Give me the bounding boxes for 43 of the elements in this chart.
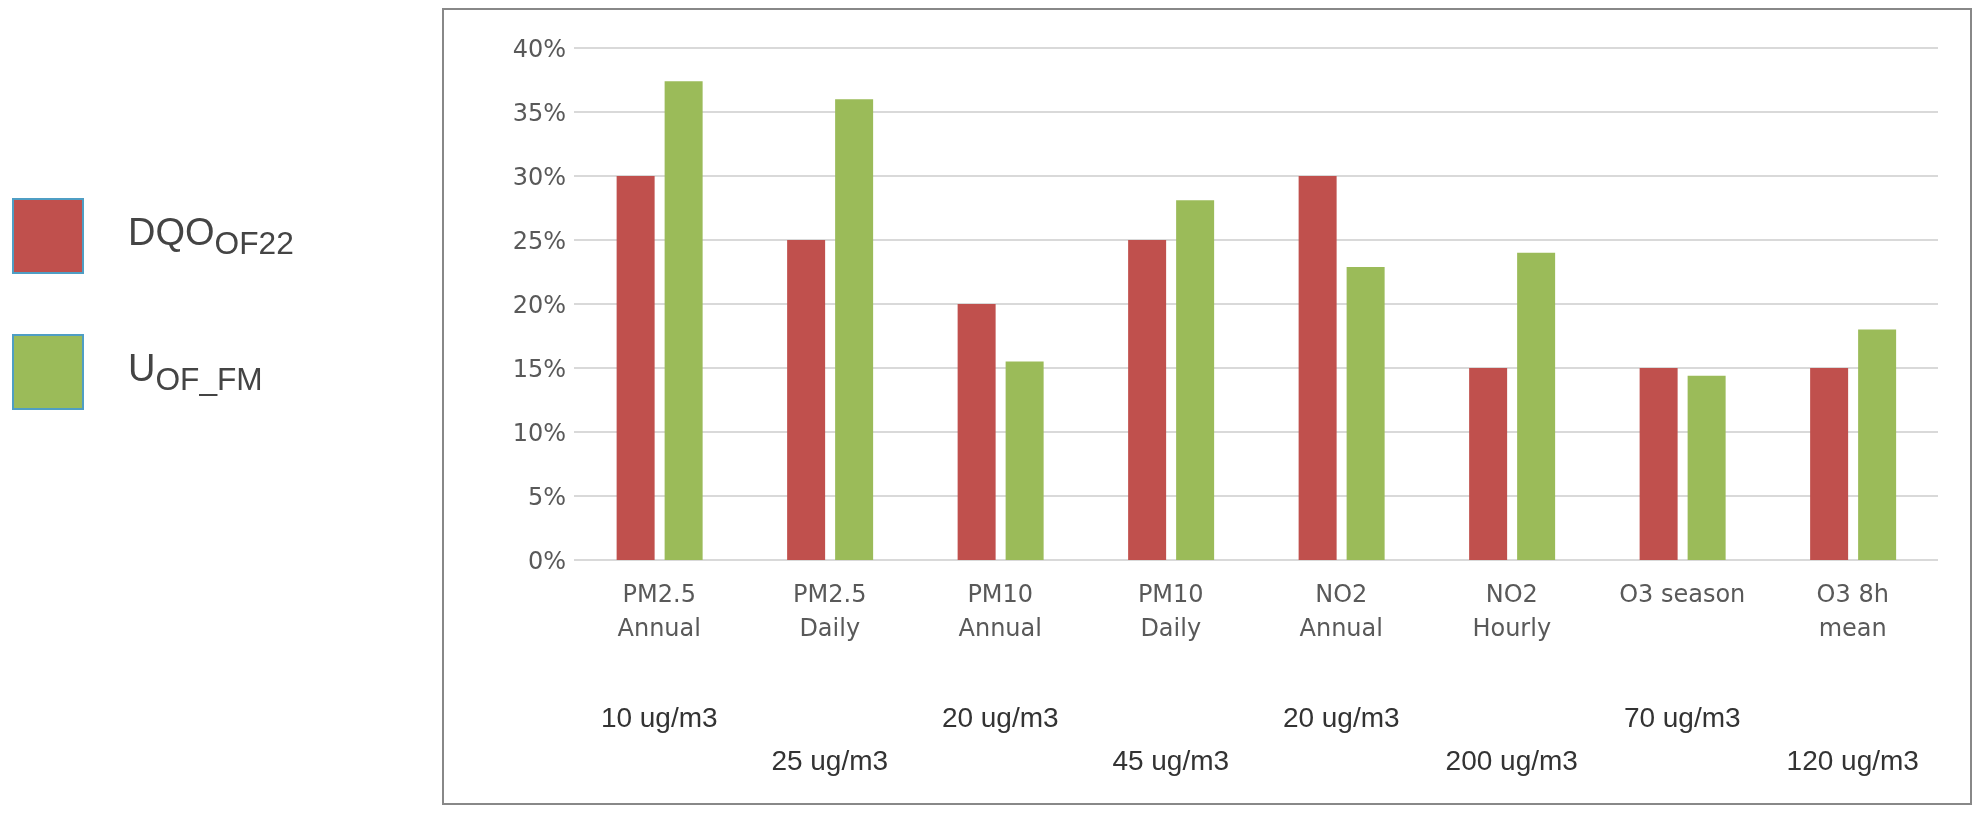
bar bbox=[664, 81, 703, 560]
x-tick-label: PM2.5 Annual bbox=[617, 580, 701, 642]
y-tick-label: 25% bbox=[512, 226, 566, 255]
text: 20 ug/m3 bbox=[1281, 702, 1401, 734]
y-tick-label: 5% bbox=[527, 482, 566, 511]
x-tick-label: PM2.5 Daily bbox=[793, 580, 867, 642]
text: 200 ug/m3 bbox=[1444, 745, 1579, 777]
text: 20 ug/m3 bbox=[940, 702, 1060, 734]
bar bbox=[1176, 200, 1215, 560]
x-tick-label: O3 8h mean bbox=[1816, 580, 1889, 642]
x-tick-label: PM10 Daily bbox=[1137, 580, 1204, 642]
x-tick-label: PM10 Annual bbox=[958, 580, 1042, 642]
legend-label: U$_{OF_FM}$ bbox=[128, 346, 263, 398]
bar bbox=[1858, 329, 1897, 560]
x-tick-label: NO2 Annual bbox=[1299, 580, 1383, 642]
bar bbox=[616, 176, 655, 560]
bar bbox=[1517, 252, 1556, 560]
text: 45 ug/m3 bbox=[1111, 745, 1231, 777]
y-tick-label: 35% bbox=[512, 98, 566, 127]
bar bbox=[957, 304, 996, 560]
bar bbox=[1005, 361, 1044, 560]
legend-label: DQO$_{OF22}$ bbox=[128, 210, 294, 262]
y-tick-label: 20% bbox=[512, 290, 566, 319]
bar bbox=[787, 240, 826, 560]
x-tick-label: NO2 Hourly bbox=[1472, 580, 1552, 642]
y-tick-label: 40% bbox=[512, 34, 566, 63]
text: 25 ug/m3 bbox=[770, 745, 890, 777]
y-tick-label: 30% bbox=[512, 162, 566, 191]
bar bbox=[1687, 375, 1726, 560]
bar bbox=[1346, 266, 1385, 560]
text: 70 ug/m3 bbox=[1622, 702, 1742, 734]
x-tick-label: O3 season bbox=[1619, 580, 1746, 608]
y-tick-label: 15% bbox=[512, 354, 566, 383]
bar bbox=[1469, 368, 1508, 560]
bar bbox=[835, 99, 874, 560]
text: 10 ug/m3 bbox=[599, 702, 719, 734]
bar bbox=[1298, 176, 1337, 560]
bar bbox=[1128, 240, 1167, 560]
bar bbox=[1810, 368, 1849, 560]
text: 120 ug/m3 bbox=[1785, 745, 1920, 777]
bar bbox=[1639, 368, 1678, 560]
y-tick-label: 10% bbox=[512, 418, 566, 447]
y-tick-label: 0% bbox=[527, 546, 566, 575]
